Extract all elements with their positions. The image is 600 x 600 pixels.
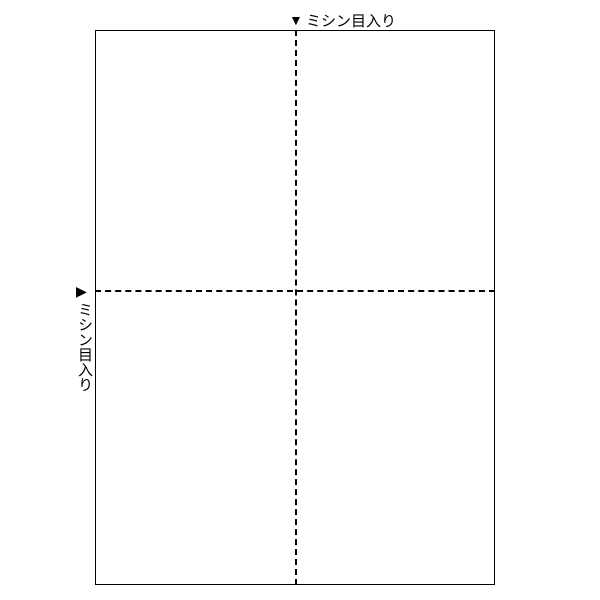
perforation-horizontal — [95, 290, 495, 292]
marker-left-triangle-icon: ▶ — [76, 283, 87, 300]
label-top-perforation: ミシン目入り — [306, 10, 396, 31]
label-left-perforation: ミシン目入り — [74, 302, 95, 392]
marker-top-triangle-icon: ▼ — [289, 12, 303, 28]
perforation-vertical — [295, 30, 297, 585]
